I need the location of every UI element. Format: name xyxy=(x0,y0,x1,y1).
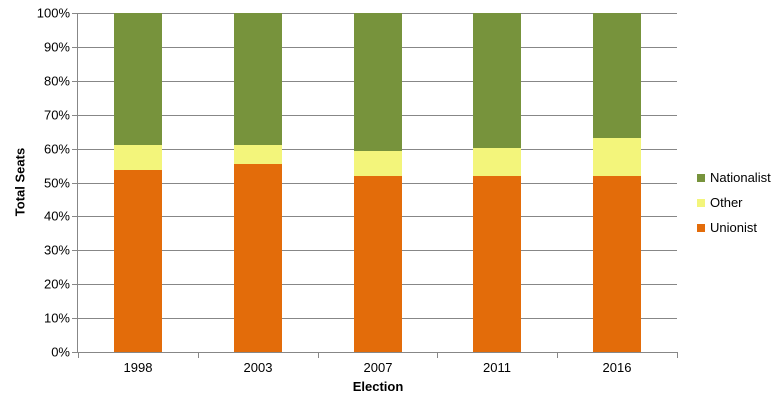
legend-item-unionist: Unionist xyxy=(697,220,771,235)
bar-segment-unionist-2007 xyxy=(354,176,402,352)
x-tick xyxy=(198,353,199,358)
y-tick xyxy=(72,352,78,353)
y-tick-label: 30% xyxy=(43,242,70,258)
y-tick-label: 40% xyxy=(43,208,70,224)
bar-segment-other-2016 xyxy=(593,138,641,176)
bar-segment-other-2007 xyxy=(354,151,402,176)
y-tick xyxy=(72,183,78,184)
y-tick-label: 50% xyxy=(43,175,70,191)
bar-segment-unionist-2016 xyxy=(593,176,641,352)
y-tick-label: 0% xyxy=(51,344,70,360)
y-tick xyxy=(72,318,78,319)
bar-segment-other-2011 xyxy=(473,148,521,176)
x-tick xyxy=(677,353,678,358)
legend-swatch-unionist xyxy=(697,223,705,232)
x-axis-line xyxy=(77,352,678,353)
y-tick-label: 70% xyxy=(43,107,70,123)
bar-segment-unionist-2003 xyxy=(234,164,282,352)
bar-segment-nationalist-2016 xyxy=(593,13,641,138)
y-tick xyxy=(72,81,78,82)
y-tick-label: 20% xyxy=(43,276,70,292)
y-tick xyxy=(72,115,78,116)
y-tick xyxy=(72,149,78,150)
x-tick xyxy=(437,353,438,358)
legend-label: Other xyxy=(710,195,743,210)
legend-item-other: Other xyxy=(697,195,771,210)
legend-label: Nationalist xyxy=(710,170,771,185)
x-tick-label: 2003 xyxy=(243,360,273,375)
y-tick xyxy=(72,284,78,285)
y-tick-label: 60% xyxy=(43,141,70,157)
bar-segment-unionist-1998 xyxy=(114,170,162,352)
y-tick xyxy=(72,216,78,217)
bar-segment-nationalist-2003 xyxy=(234,13,282,145)
bar-segment-nationalist-2007 xyxy=(354,13,402,151)
y-tick-label: 100% xyxy=(36,5,70,21)
x-tick xyxy=(557,353,558,358)
y-tick-label: 10% xyxy=(43,310,70,326)
x-tick xyxy=(78,353,79,358)
y-tick xyxy=(72,250,78,251)
legend-label: Unionist xyxy=(710,220,757,235)
y-axis-line xyxy=(77,13,78,353)
y-axis-labels: 0% 10% 20% 30% 40% 50% 60% 70% 80% 90% 100% xyxy=(0,6,70,360)
x-tick-label: 2016 xyxy=(602,360,632,375)
y-tick xyxy=(72,13,78,14)
legend-swatch-other xyxy=(697,198,705,207)
bar-segment-other-2003 xyxy=(234,145,282,164)
bar-segment-nationalist-1998 xyxy=(114,13,162,145)
legend: Nationalist Other Unionist xyxy=(697,170,771,246)
y-tick xyxy=(72,47,78,48)
x-tick-label: 2007 xyxy=(363,360,393,375)
bar-segment-other-1998 xyxy=(114,145,162,170)
x-tick-label: 2011 xyxy=(483,360,511,375)
x-axis-title: Election xyxy=(352,379,404,394)
y-tick-label: 90% xyxy=(43,39,70,55)
legend-swatch-nationalist xyxy=(697,173,705,182)
plot-area xyxy=(72,13,678,358)
y-tick-label: 80% xyxy=(43,73,70,89)
x-tick xyxy=(318,353,319,358)
legend-item-nationalist: Nationalist xyxy=(697,170,771,185)
bar-segment-unionist-2011 xyxy=(473,176,521,352)
bar-segment-nationalist-2011 xyxy=(473,13,521,148)
x-tick-label: 1998 xyxy=(123,360,153,375)
